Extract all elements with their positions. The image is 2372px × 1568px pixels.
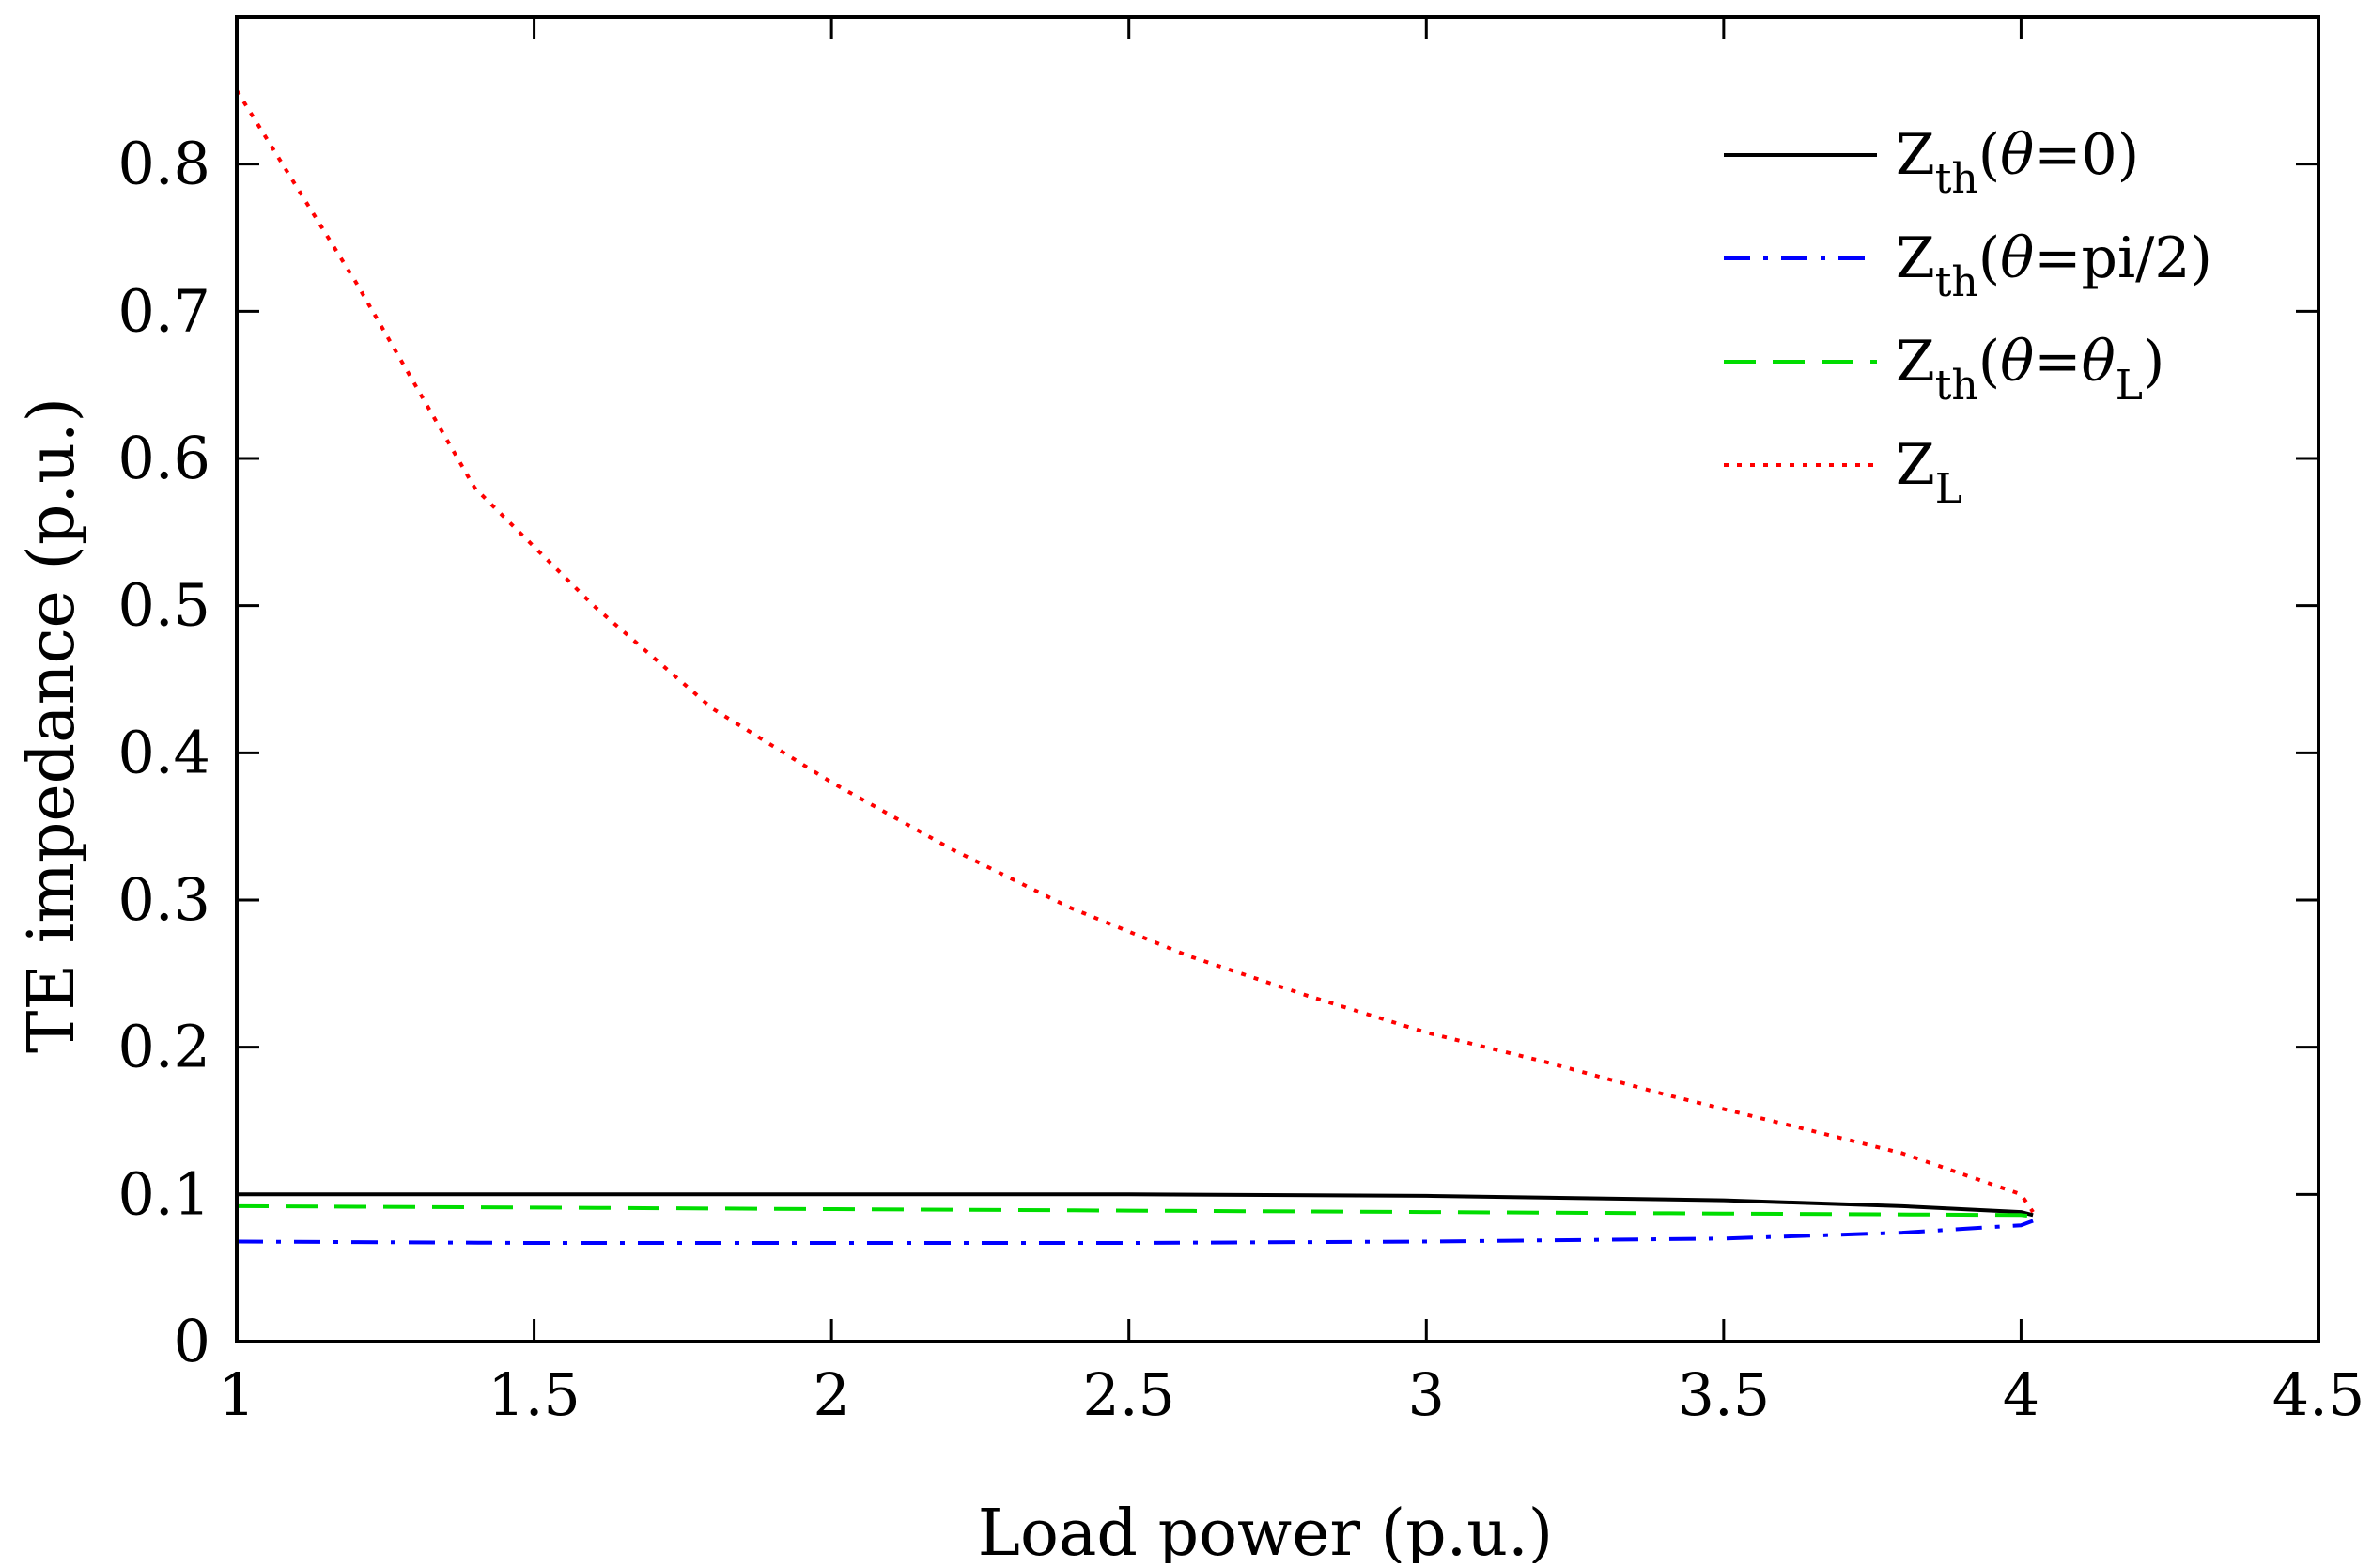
y-tick-label: 0.8 (117, 130, 210, 198)
x-tick-label: 4.5 (2272, 1360, 2365, 1429)
legend: Zth(θ=0) Zth(θ=pi/2) Zth(θ=θL) ZL (1724, 122, 2212, 513)
x-axis-title: Load power (p.u.) (978, 1497, 1553, 1563)
x-tick-label: 2.5 (1082, 1360, 1175, 1429)
y-tick-label: 0 (174, 1307, 210, 1375)
series-layer (235, 89, 2035, 1245)
legend-label-3: Zth(θ=θL) (1896, 329, 2164, 410)
legend-label-4: ZL (1896, 432, 1962, 513)
y-tick-label: 0.6 (117, 424, 210, 492)
axes-box (235, 15, 2320, 1343)
y-axis-title: TE impedance (p.u.) (15, 397, 89, 1053)
series-line-2 (236, 1219, 2034, 1245)
y-tick-label: 0.2 (117, 1013, 210, 1081)
legend-label-2: Zth(θ=pi/2) (1896, 225, 2212, 306)
x-tick-label: 3.5 (1678, 1360, 1771, 1429)
x-tick-label: 1 (218, 1360, 255, 1429)
y-tick-label: 0.7 (117, 276, 210, 345)
x-tick-label: 2 (813, 1360, 849, 1429)
plot-area (237, 17, 2318, 1342)
series-line-1 (237, 1192, 2034, 1218)
x-tick-label: 4 (2003, 1360, 2039, 1429)
series-line-3 (236, 1203, 2034, 1219)
y-tick-label: 0.3 (117, 865, 210, 934)
plot-background (237, 17, 2318, 1342)
axes-layer: 1 1.5 2 2.5 3 3.5 4 4.5 0 0.1 0.2 0.3 0.4 0.5 0.6 0.7 0.… (117, 15, 2365, 1429)
y-tick-label: 0.1 (117, 1159, 210, 1228)
y-tick-label: 0.4 (117, 718, 210, 786)
legend-label-1: Zth(θ=0) (1896, 122, 2139, 203)
y-tick-label: 0.5 (117, 571, 210, 640)
x-tick-label: 1.5 (488, 1360, 581, 1429)
x-tick-label: 3 (1408, 1360, 1445, 1429)
